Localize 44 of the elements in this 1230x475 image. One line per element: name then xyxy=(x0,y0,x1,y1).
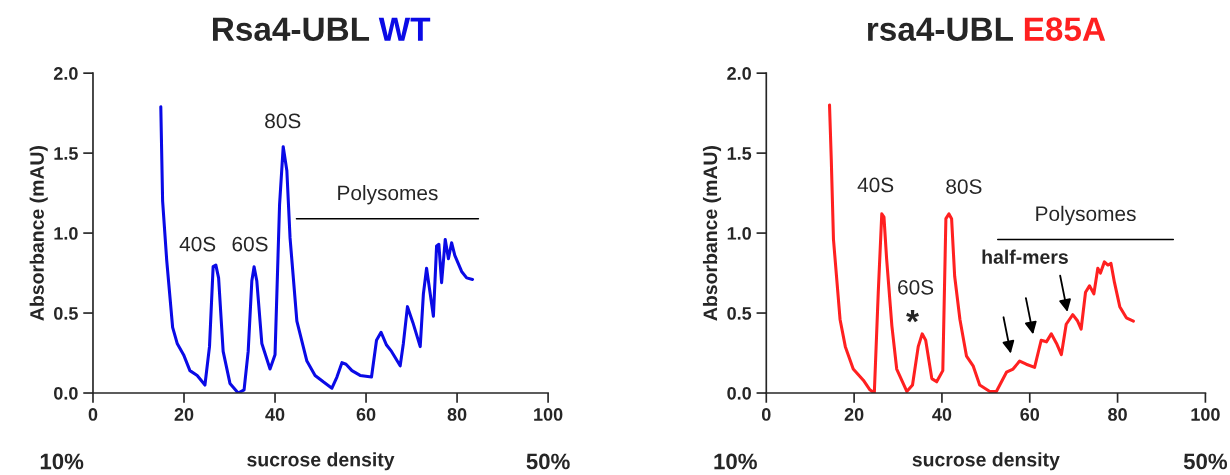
line-series xyxy=(827,103,1135,394)
y-tick-label: 0.5 xyxy=(54,306,78,320)
y-axis-title: Absorbance (mAU) xyxy=(29,145,48,321)
annotation: 40S xyxy=(857,177,894,193)
x-tick-label: 60 xyxy=(356,408,376,421)
y-tick-label: 1.5 xyxy=(727,147,752,160)
x-tick-label: 40 xyxy=(932,408,952,421)
text: 50% xyxy=(526,453,570,470)
x-tick-label: 40 xyxy=(265,408,285,421)
x-tick-label: 0 xyxy=(88,408,98,421)
x-tick-label: 20 xyxy=(844,408,864,421)
y-tick-label: 1.0 xyxy=(727,227,751,240)
annotation: 80S xyxy=(946,179,982,194)
annotation: Polysomes xyxy=(1036,205,1136,226)
line-series xyxy=(159,105,475,394)
y-tick-label: 2.0 xyxy=(53,67,78,80)
annotation: 40S xyxy=(179,236,216,252)
y-axis-title: Absorbance (mAU) xyxy=(702,145,722,321)
annotation: Polysomes xyxy=(338,184,438,205)
annotation: 60S xyxy=(232,236,268,252)
y-tick-label: 0.0 xyxy=(727,386,751,400)
x-tick-label: 0 xyxy=(761,408,771,421)
x-axis-title: sucrose density xyxy=(912,452,1060,471)
x-tick-label: 20 xyxy=(174,408,194,421)
text: 10% xyxy=(40,453,84,470)
chart-title: Rsa4-UBL WT xyxy=(212,17,431,41)
x-tick-label: 80 xyxy=(447,408,467,421)
x-tick-label: 100 xyxy=(1191,408,1220,421)
annotation: 80S xyxy=(265,113,301,129)
text: 50% xyxy=(1183,453,1228,470)
y-tick-label: 1.5 xyxy=(54,147,78,160)
x-axis-title: sucrose density xyxy=(247,452,395,471)
x-tick-label: 80 xyxy=(1108,408,1127,421)
x-tick-label: 100 xyxy=(534,408,563,421)
y-tick-label: 0.5 xyxy=(727,306,752,320)
text: 10% xyxy=(714,453,757,470)
y-tick-label: 0.0 xyxy=(54,386,78,400)
x-tick-label: 60 xyxy=(1020,408,1040,421)
y-tick-label: 1.0 xyxy=(54,227,78,240)
annotation: * xyxy=(906,309,919,323)
y-tick-label: 2.0 xyxy=(727,67,751,80)
chart-title: rsa4-UBL E85A xyxy=(867,17,1106,41)
annotation: 60S xyxy=(898,279,934,295)
annotation: half-mers xyxy=(982,249,1068,264)
